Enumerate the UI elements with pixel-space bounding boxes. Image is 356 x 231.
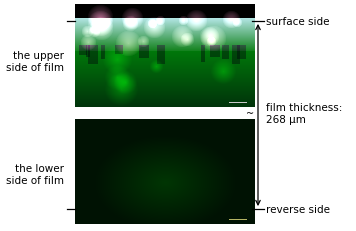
Text: surface side: surface side bbox=[266, 17, 330, 27]
Text: ~: ~ bbox=[246, 109, 254, 119]
Text: reverse side: reverse side bbox=[266, 204, 330, 214]
Text: the lower
side of film: the lower side of film bbox=[6, 164, 64, 185]
Text: film thickness:
268 μm: film thickness: 268 μm bbox=[266, 103, 342, 124]
Text: the upper
side of film: the upper side of film bbox=[6, 51, 64, 73]
